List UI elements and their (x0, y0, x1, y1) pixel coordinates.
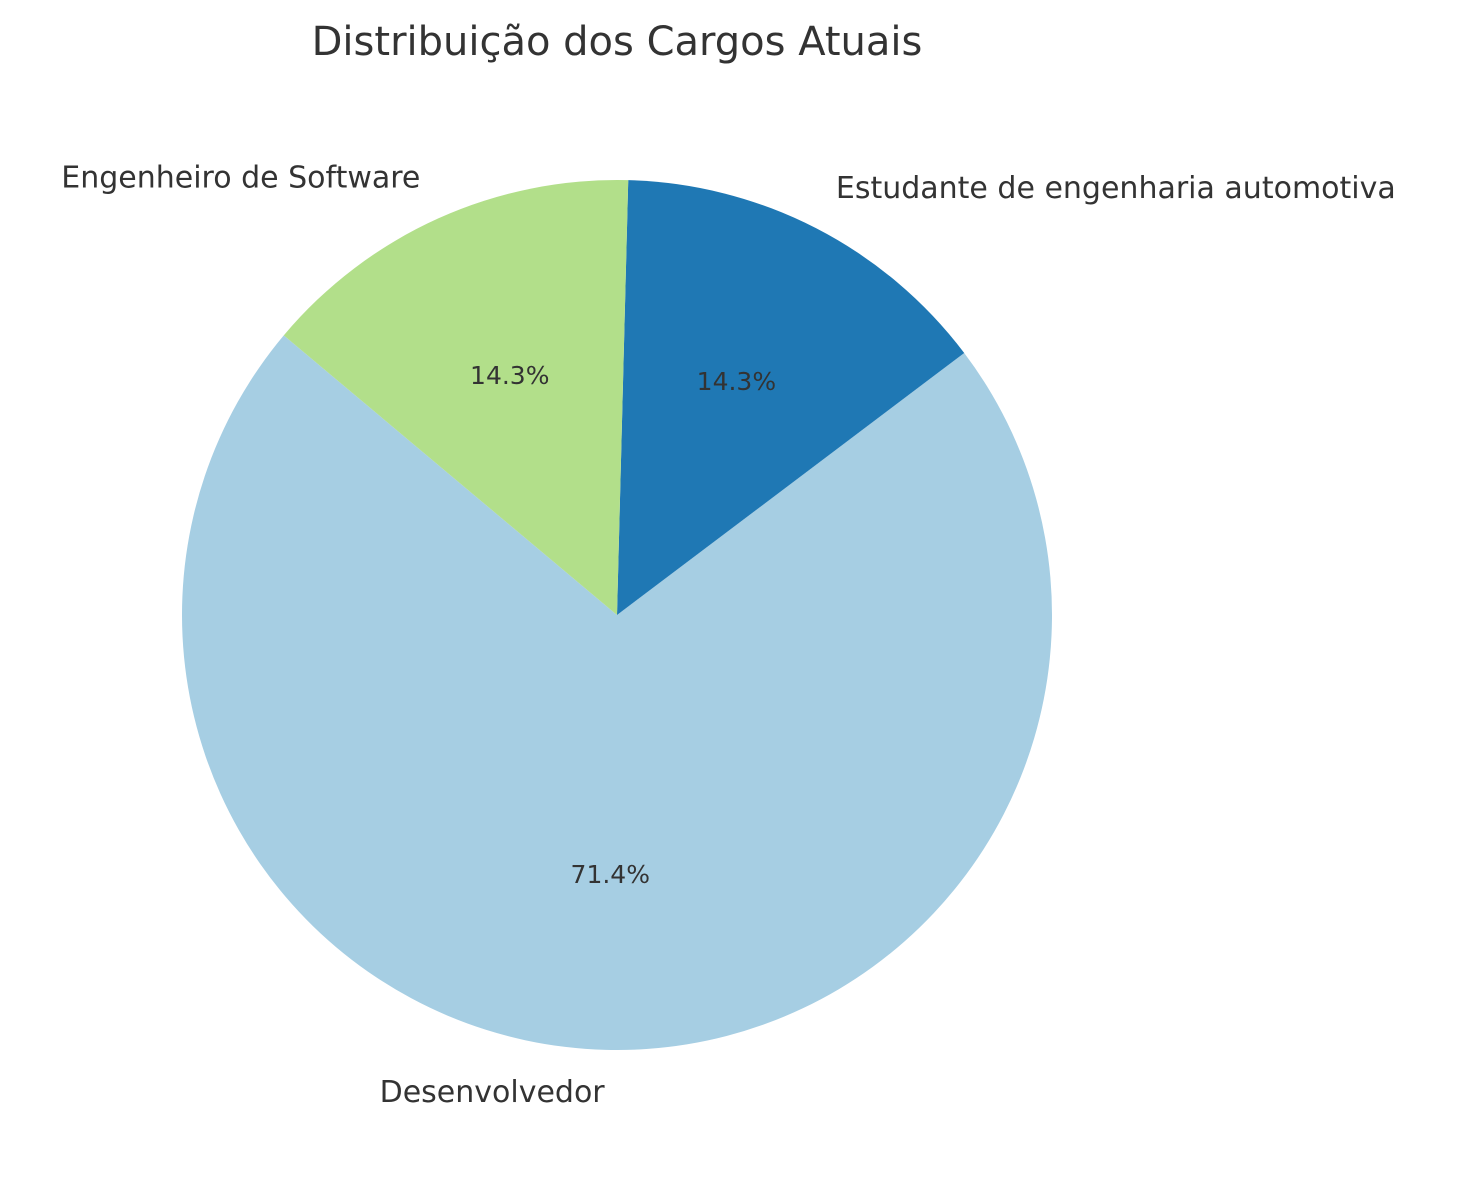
pie-category-label: Engenheiro de Software (61, 160, 420, 195)
pie-percent-label: 14.3% (470, 361, 549, 390)
pie-slice-desenvolvedor (181, 335, 1053, 1050)
pie-category-label: Estudante de engenharia automotiva (836, 171, 1396, 206)
pie-category-label: Desenvolvedor (380, 1075, 606, 1110)
pie-percent-label: 71.4% (571, 860, 650, 889)
pie-percent-label: 14.3% (697, 367, 776, 396)
pie-slice-engenheiro-de-software (283, 180, 629, 615)
pie-labels: 71.4% Desenvolvedor 14.3% Estudante de enge… (61, 160, 1396, 1110)
pie-slices (181, 180, 1053, 1050)
chart-title: Distribuição dos Cargos Atuais (312, 19, 923, 65)
pie-slice-estudante-de-engenharia-automotiva (617, 180, 965, 615)
